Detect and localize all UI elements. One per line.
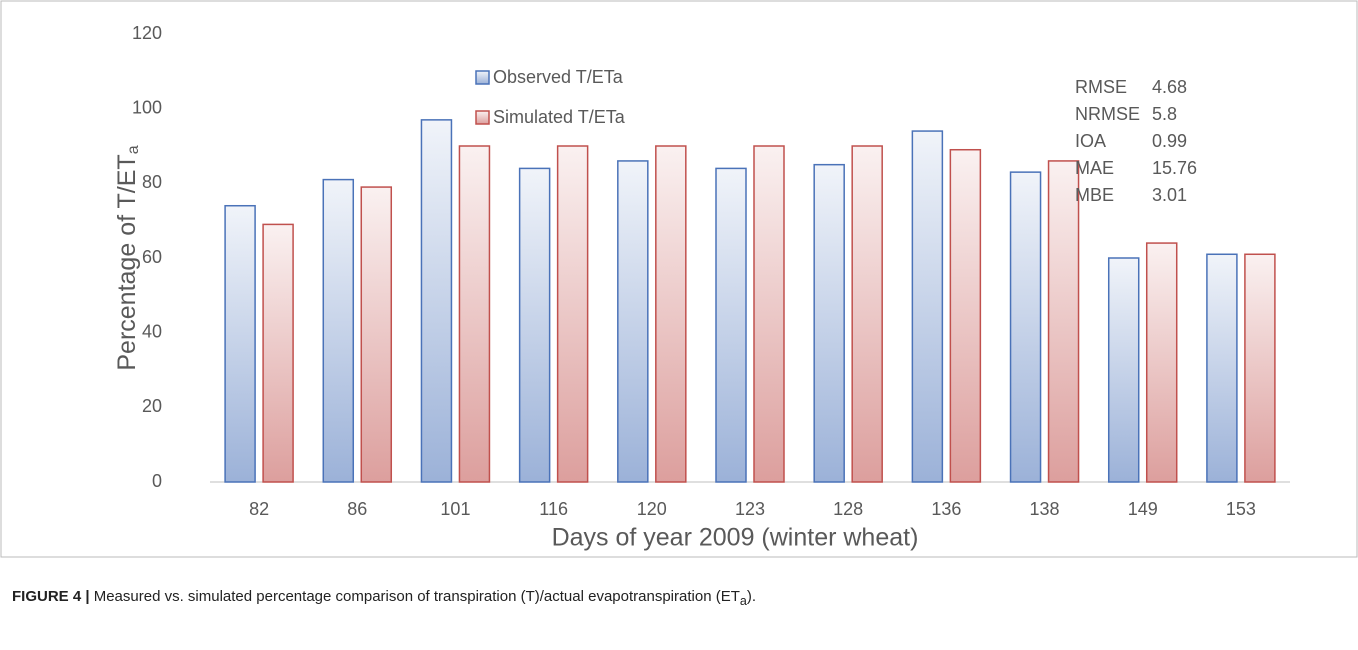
stat-value: 3.01 — [1152, 185, 1187, 205]
bar — [1047, 160, 1080, 483]
bar — [715, 167, 747, 483]
bar — [1107, 257, 1140, 483]
y-tick-label: 0 — [152, 471, 162, 491]
x-tick-label: 120 — [637, 499, 667, 519]
stat-value: 15.76 — [1152, 158, 1197, 178]
bar — [655, 145, 687, 483]
y-tick-label: 60 — [142, 247, 162, 267]
x-tick-label: 138 — [1030, 499, 1060, 519]
bar — [1206, 253, 1238, 483]
x-tick-label: 82 — [249, 499, 269, 519]
bar — [1009, 171, 1042, 483]
stat-value: 5.8 — [1152, 104, 1177, 124]
x-tick-label: 86 — [347, 499, 367, 519]
stat-label: NRMSE — [1075, 104, 1140, 124]
x-axis-label: Days of year 2009 (winter wheat) — [552, 524, 919, 552]
bar — [911, 130, 944, 483]
x-tick-label: 136 — [931, 499, 961, 519]
stat-label: IOA — [1075, 131, 1106, 151]
bar — [753, 145, 785, 483]
y-tick-label: 80 — [142, 172, 162, 192]
bar — [617, 160, 649, 483]
y-tick-label: 120 — [132, 23, 162, 43]
y-axis-label: Percentage of T/ETa — [113, 145, 143, 370]
caption-label: FIGURE 4 | — [12, 588, 90, 605]
y-tick-label: 40 — [142, 321, 162, 341]
bar — [224, 204, 256, 483]
caption-tail: ). — [746, 588, 756, 605]
bar — [1145, 242, 1178, 483]
bar — [420, 119, 453, 483]
bar — [458, 145, 491, 483]
legend-swatch — [475, 70, 490, 85]
stat-label: MAE — [1075, 158, 1114, 178]
bar — [851, 145, 883, 483]
y-label-main: Percentage of T/ET — [113, 154, 141, 370]
bar — [556, 145, 589, 483]
x-tick-label: 123 — [735, 499, 765, 519]
caption-sub: a — [739, 594, 747, 608]
bar — [322, 178, 355, 483]
caption-text: Measured vs. simulated percentage compar… — [93, 588, 740, 605]
legend-label: Simulated T/ETa — [493, 107, 626, 127]
stat-label: MBE — [1075, 185, 1114, 205]
y-tick-label: 100 — [132, 97, 162, 117]
legend-label: Observed T/ETa — [493, 67, 624, 87]
caption: FIGURE 4 | Measured vs. simulated percen… — [12, 588, 756, 608]
stat-label: RMSE — [1075, 77, 1127, 97]
x-tick-label: 128 — [833, 499, 863, 519]
bar — [518, 167, 551, 483]
x-tick-label: 116 — [539, 499, 568, 519]
y-label-sub: a — [125, 145, 142, 154]
chart: Percentage of T/ETa Days of year 2009 (w… — [0, 0, 1358, 558]
x-tick-label: 149 — [1128, 499, 1158, 519]
bar — [1244, 253, 1276, 483]
y-tick-label: 20 — [142, 396, 162, 416]
x-tick-label: 153 — [1226, 499, 1256, 519]
frame — [0, 0, 1358, 558]
bar — [262, 223, 294, 483]
stat-value: 4.68 — [1152, 77, 1187, 97]
stat-value: 0.99 — [1152, 131, 1187, 151]
bar — [360, 186, 393, 483]
bar — [949, 148, 982, 483]
legend-swatch — [475, 110, 490, 125]
bar — [813, 163, 845, 483]
x-tick-label: 101 — [440, 499, 470, 519]
